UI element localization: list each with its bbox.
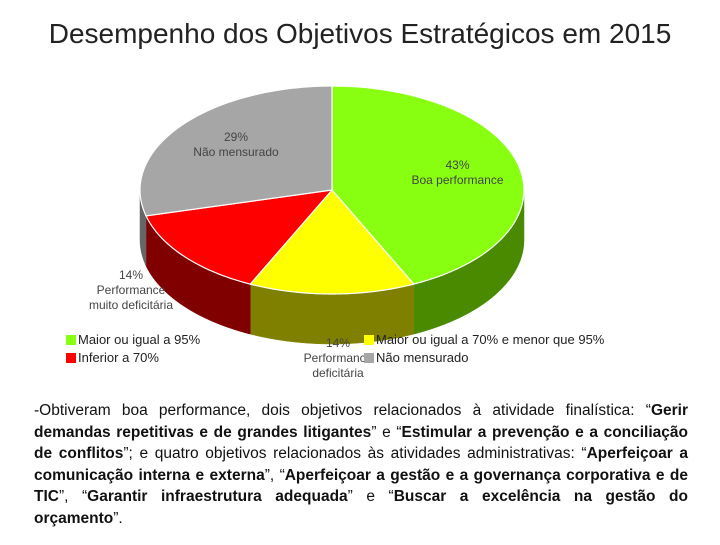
slice-label-nao-mensurado: 29% Não mensurado [186, 130, 286, 160]
objective-2: Estimular a prevenção e a conciliação de… [34, 423, 688, 463]
slice-pct-deficitaria: 14% [325, 336, 351, 350]
legend-label-1: Maior ou igual a 95% [78, 332, 201, 347]
pie-slice-deficitaria [249, 189, 415, 295]
summary-text-7: ”. [113, 509, 123, 527]
legend-swatch-yellow [364, 334, 374, 345]
summary-text-4: ”, “ [264, 466, 285, 484]
legend-label-4: Não mensurado [376, 350, 469, 365]
slice-text2-muito-deficitaria: muito deficitária [88, 298, 174, 312]
slide-title: Desempenho dos Objetivos Estratégicos em… [48, 18, 672, 49]
pie-slice-nao-mensurado [139, 85, 333, 217]
legend-item-3: Maior ou igual a 70% e menor que 95% [364, 332, 604, 347]
slice-pct-boa-performance: 43% [445, 158, 470, 172]
slice-label-deficitaria: 14% Performance deficitária [288, 336, 388, 381]
slice-text1-deficitaria: Performance [303, 351, 373, 365]
slice-text-nao-mensurado: Não mensurado [193, 145, 279, 159]
legend-item-2: Inferior a 70% [66, 350, 159, 365]
summary-text-1: -Obtiveram boa performance, dois objetiv… [34, 402, 651, 419]
slice-label-boa-performance: 43% Boa performance [400, 158, 515, 188]
slice-text1-muito-deficitaria: Performance [96, 283, 166, 297]
summary-text-3: ”; e quatro objetivos relacionados às at… [123, 445, 587, 462]
legend-label-2: Inferior a 70% [78, 350, 159, 365]
legend-item-1: Maior ou igual a 95% [66, 332, 200, 347]
objective-4: Aperfeiçoar a gestão e a governança corp… [34, 466, 689, 506]
pie-slice-muito-deficitaria [145, 189, 334, 285]
slice-pct-nao-mensurado: 29% [223, 130, 249, 144]
slice-pct-muito-deficitaria: 14% [118, 268, 144, 282]
summary-paragraph: -Obtiveram boa performance, dois objetiv… [34, 400, 688, 529]
summary-text-6: ” e “ [347, 488, 394, 505]
objective-5: Garantir infraestrutura adequada [87, 488, 348, 505]
legend-swatch-green [66, 334, 76, 345]
slice-text2-deficitaria: deficitária [312, 366, 364, 380]
objective-1: Gerir demandas repetitivas e de grandes … [34, 402, 688, 441]
legend-item-4: Não mensurado [364, 350, 469, 365]
slice-label-muito-deficitaria: 14% Performance muito deficitária [64, 268, 198, 313]
legend-swatch-gray [364, 352, 374, 363]
summary-text-2: ” e “ [371, 423, 402, 441]
summary-text-5: ”, “ [58, 488, 88, 505]
objective-3: Aperfeiçoar a comunicação interna e exte… [34, 445, 689, 484]
objective-6: Buscar a excelência na gestão do orçamen… [34, 488, 688, 527]
legend-swatch-red [66, 352, 76, 363]
pie-slice-boa-performance [331, 85, 525, 285]
legend-label-3: Maior ou igual a 70% e menor que 95% [376, 332, 605, 347]
slice-text-boa-performance: Boa performance [411, 173, 504, 187]
